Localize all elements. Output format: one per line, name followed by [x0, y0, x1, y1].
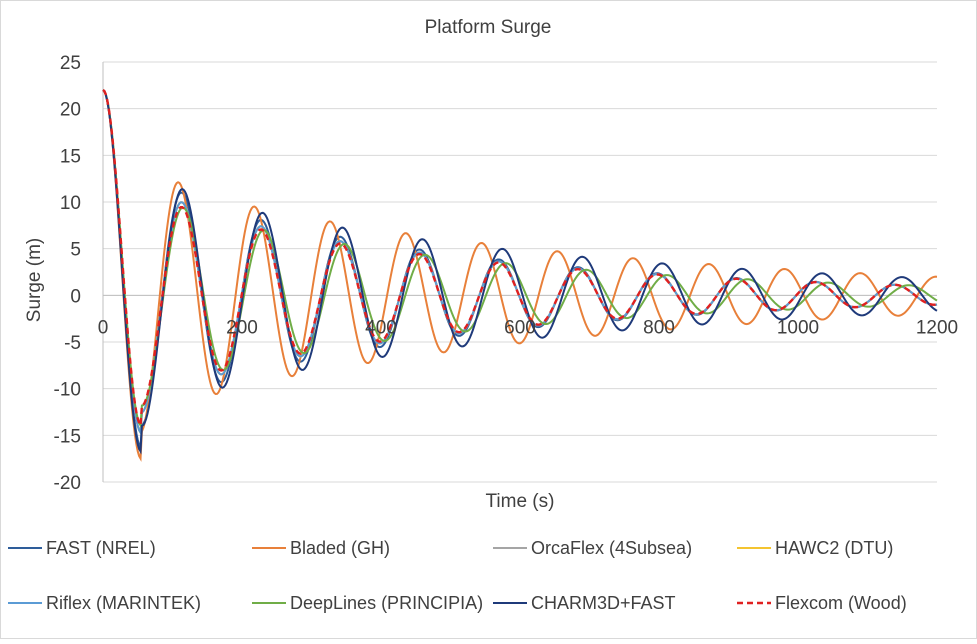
series-line-flexcom-wood — [102, 89, 938, 429]
y-tick-label: -20 — [54, 473, 81, 494]
y-tick-label: -15 — [54, 426, 81, 447]
series-line-bladed-gh — [102, 89, 938, 462]
x-tick-label: 200 — [226, 317, 258, 338]
legend-label: Riflex (MARINTEK) — [46, 593, 201, 613]
legend-entry: OrcaFlex (4Subsea) — [493, 538, 692, 558]
legend-entry: FAST (NREL) — [8, 538, 156, 558]
legend-entry: DeepLines (PRINCIPIA) — [252, 593, 483, 613]
legend-label: HAWC2 (DTU) — [775, 538, 893, 558]
y-tick-label: 0 — [70, 286, 81, 307]
y-tick-labels: 25 20 15 10 5 0 -5 -10 -15 -20 — [54, 53, 81, 494]
gridlines — [102, 61, 937, 483]
chart-title: Platform Surge — [425, 17, 552, 38]
legend-label: Flexcom (Wood) — [775, 593, 907, 613]
x-tick-label: 1200 — [916, 317, 958, 338]
y-tick-label: 15 — [60, 146, 81, 167]
x-tick-label: 0 — [98, 317, 109, 338]
legend-entry: Riflex (MARINTEK) — [8, 593, 201, 613]
y-tick-label: -5 — [64, 333, 81, 354]
x-tick-label: 400 — [365, 317, 397, 338]
x-axis-label: Time (s) — [486, 491, 555, 512]
x-tick-label: 1000 — [777, 317, 819, 338]
x-tick-labels: 0 200 400 600 800 1000 1200 — [98, 317, 958, 338]
legend-entry: HAWC2 (DTU) — [737, 538, 893, 558]
legend-label: FAST (NREL) — [46, 538, 156, 558]
legend-label: OrcaFlex (4Subsea) — [531, 538, 692, 558]
y-tick-label: 5 — [70, 240, 81, 261]
series-line-charm3d-fast — [102, 89, 938, 455]
legend-label: CHARM3D+FAST — [531, 593, 676, 613]
y-tick-label: 10 — [60, 193, 81, 214]
x-tick-label: 800 — [643, 317, 675, 338]
legend-entry: Flexcom (Wood) — [737, 593, 907, 613]
y-axis-label: Surge (m) — [24, 238, 45, 322]
series-lines — [102, 89, 938, 462]
legend-entry: Bladed (GH) — [252, 538, 390, 558]
legend-label: Bladed (GH) — [290, 538, 390, 558]
legend-entry: CHARM3D+FAST — [493, 593, 676, 613]
y-tick-label: 25 — [60, 53, 81, 74]
legend-label: DeepLines (PRINCIPIA) — [290, 593, 483, 613]
legend: FAST (NREL) Bladed (GH) OrcaFlex (4Subsea)… — [8, 538, 907, 613]
x-tick-label: 600 — [504, 317, 536, 338]
y-tick-label: 20 — [60, 100, 81, 121]
y-tick-label: -10 — [54, 380, 81, 401]
